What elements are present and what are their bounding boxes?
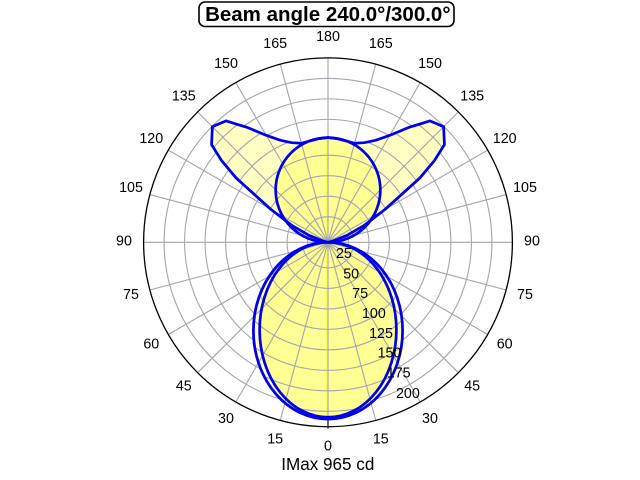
svg-text:90: 90 xyxy=(116,234,132,250)
svg-text:30: 30 xyxy=(218,411,234,427)
svg-text:125: 125 xyxy=(369,326,393,342)
svg-text:135: 135 xyxy=(172,89,196,105)
svg-text:150: 150 xyxy=(418,56,442,72)
svg-text:45: 45 xyxy=(464,379,480,395)
svg-text:IMax 965 cd: IMax 965 cd xyxy=(281,455,374,474)
svg-text:120: 120 xyxy=(493,131,517,147)
svg-text:15: 15 xyxy=(373,431,389,447)
svg-text:Beam angle 240.0°/300.0°: Beam angle 240.0°/300.0° xyxy=(205,3,450,26)
svg-text:120: 120 xyxy=(139,131,163,147)
svg-text:45: 45 xyxy=(176,379,192,395)
svg-text:200: 200 xyxy=(396,386,420,402)
svg-text:180: 180 xyxy=(316,29,340,45)
svg-text:75: 75 xyxy=(352,286,368,302)
svg-text:150: 150 xyxy=(378,346,402,362)
svg-text:105: 105 xyxy=(119,180,143,196)
svg-text:60: 60 xyxy=(497,336,513,352)
svg-text:50: 50 xyxy=(343,266,359,282)
svg-text:105: 105 xyxy=(513,180,537,196)
svg-text:75: 75 xyxy=(123,287,139,303)
svg-text:90: 90 xyxy=(524,234,540,250)
svg-text:135: 135 xyxy=(460,89,484,105)
svg-text:100: 100 xyxy=(362,306,386,322)
svg-text:0: 0 xyxy=(324,438,332,454)
svg-text:60: 60 xyxy=(143,336,159,352)
svg-text:25: 25 xyxy=(336,246,352,262)
svg-text:15: 15 xyxy=(267,431,283,447)
svg-text:150: 150 xyxy=(214,56,238,72)
svg-text:30: 30 xyxy=(422,411,438,427)
svg-text:75: 75 xyxy=(517,287,533,303)
svg-text:165: 165 xyxy=(369,36,393,52)
svg-text:165: 165 xyxy=(263,36,287,52)
svg-text:175: 175 xyxy=(387,366,411,382)
